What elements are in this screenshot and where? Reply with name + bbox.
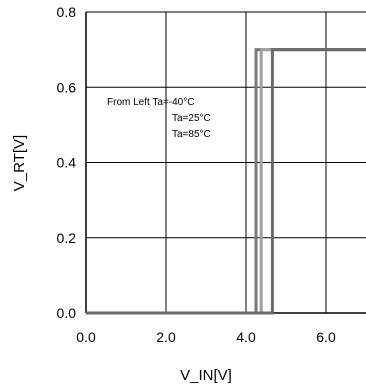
x-tick-label: 6.0: [316, 329, 336, 345]
y-tick-label: 0.2: [57, 230, 77, 246]
x-tick-label: 4.0: [236, 329, 256, 345]
x-tick-label: 2.0: [156, 329, 176, 345]
series-line-3: [86, 48, 366, 315]
series-line-1: [86, 48, 366, 315]
annotation-from-left: From Left Ta=-40°C: [107, 97, 194, 108]
y-tick-label: 0.6: [57, 79, 77, 95]
y-tick-label: 0.4: [57, 155, 77, 171]
y-tick-label: 0.0: [57, 305, 77, 321]
annotation-ta-25: Ta=25°C: [172, 113, 211, 124]
x-axis-label: V_IN[V]: [180, 367, 232, 384]
annotation-ta-85: Ta=85°C: [172, 129, 211, 140]
y-tick-label: 0.8: [57, 4, 77, 20]
series-line-2: [86, 48, 366, 315]
x-tick-label: 0.0: [76, 329, 96, 345]
y-axis-label: V_RT[V]: [11, 135, 28, 191]
